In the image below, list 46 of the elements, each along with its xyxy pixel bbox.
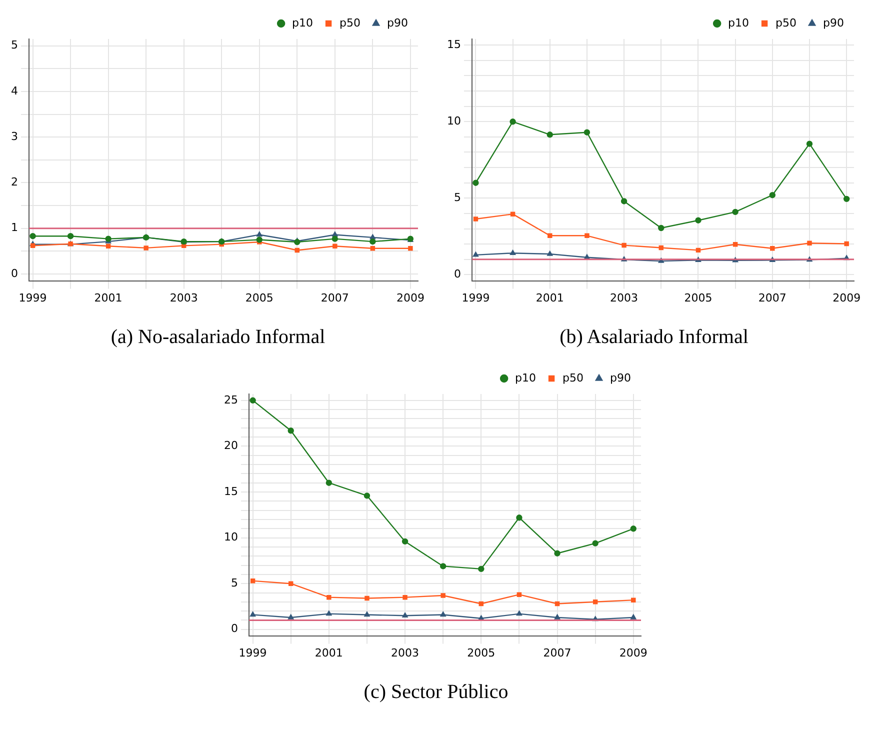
x-tick-label: 2009 xyxy=(832,291,861,304)
y-tick-label: 5 xyxy=(230,576,238,590)
x-tick-label: 2001 xyxy=(536,291,564,304)
legend-label: p10 xyxy=(292,16,314,30)
x-tick-label: 2003 xyxy=(170,291,198,304)
x-tick-label: 1999 xyxy=(18,291,47,304)
x-tick-label: 2009 xyxy=(619,646,648,660)
legend-label: p50 xyxy=(562,371,584,384)
y-tick-label: 0 xyxy=(230,622,238,636)
y-tick-label: 1 xyxy=(11,221,18,234)
y-tick-label: 5 xyxy=(11,38,18,52)
y-tick-label: 4 xyxy=(11,84,18,98)
y-tick-label: 15 xyxy=(446,38,461,51)
legend-label: p90 xyxy=(610,371,632,384)
y-tick-label: 25 xyxy=(224,393,238,406)
x-tick-label: 2001 xyxy=(314,646,343,660)
x-tick-label: 2009 xyxy=(396,291,424,304)
legend-label: p90 xyxy=(823,16,844,30)
x-tick-label: 1999 xyxy=(238,646,267,660)
x-tick-label: 2003 xyxy=(610,291,638,304)
x-tick-label: 2003 xyxy=(391,646,420,660)
y-tick-label: 10 xyxy=(224,530,238,544)
legend-label: p50 xyxy=(340,16,361,30)
y-tick-label: 0 xyxy=(454,268,461,281)
x-tick-label: 2007 xyxy=(320,291,349,304)
x-tick-label: 2007 xyxy=(758,291,786,304)
text: (b) Asalariado Informal xyxy=(558,326,750,349)
y-tick-label: 2 xyxy=(11,176,18,189)
x-tick-label: 2005 xyxy=(245,291,274,304)
text: (a) No-asalariado Informal xyxy=(110,326,326,349)
legend-label: p90 xyxy=(387,16,408,30)
y-tick-label: 3 xyxy=(11,130,18,143)
y-tick-label: 10 xyxy=(446,114,461,128)
y-tick-label: 15 xyxy=(224,484,238,498)
y-tick-label: 0 xyxy=(11,266,18,280)
x-tick-label: 2005 xyxy=(684,291,712,304)
y-tick-label: 5 xyxy=(454,191,461,204)
x-tick-label: 2005 xyxy=(467,646,496,660)
legend-label: p10 xyxy=(728,16,750,30)
y-tick-label: 20 xyxy=(224,439,238,452)
legend-label: p50 xyxy=(776,16,797,30)
text: (c) Sector Público xyxy=(362,681,510,704)
x-tick-label: 2007 xyxy=(543,646,572,660)
x-tick-label: 1999 xyxy=(462,291,490,304)
x-tick-label: 2001 xyxy=(94,291,122,304)
legend-label: p10 xyxy=(515,371,536,384)
